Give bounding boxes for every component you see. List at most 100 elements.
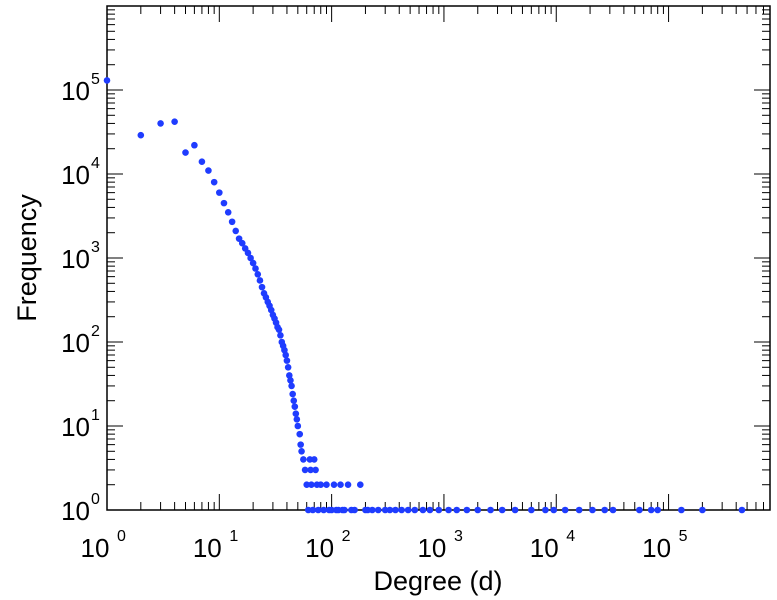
data-point	[258, 283, 266, 291]
y-tick-label: 10	[61, 412, 90, 442]
x-tick-label: 10	[417, 533, 446, 563]
y-tick-label: 10	[61, 244, 90, 274]
data-point	[198, 158, 206, 166]
y-tick-label: 10	[61, 328, 90, 358]
data-point	[238, 239, 246, 247]
data-point	[328, 506, 335, 514]
data-point	[561, 506, 569, 514]
data-point	[297, 441, 304, 448]
y-tick-label: 10	[61, 160, 90, 190]
data-point	[344, 481, 352, 489]
data-point	[463, 506, 471, 514]
data-point	[498, 506, 506, 514]
data-point	[191, 141, 198, 149]
data-point	[275, 326, 283, 334]
data-point	[435, 506, 443, 514]
y-tick-exponent: 2	[91, 323, 100, 340]
plot-frame	[106, 5, 771, 511]
data-point	[288, 382, 295, 390]
data-point	[474, 506, 482, 514]
y-tick-exponent: 0	[91, 491, 100, 508]
data-point	[249, 259, 257, 267]
data-point	[232, 227, 240, 235]
data-point	[290, 397, 298, 405]
data-point	[678, 506, 685, 514]
data-point	[589, 506, 596, 514]
x-tick-exponent: 1	[229, 528, 238, 545]
data-point	[542, 506, 549, 514]
data-point	[330, 481, 338, 489]
data-point	[182, 149, 189, 156]
x-tick-exponent: 0	[117, 528, 126, 545]
data-point	[291, 403, 299, 410]
data-point	[356, 481, 364, 489]
data-point	[314, 506, 322, 514]
data-point	[368, 506, 376, 514]
y-axis-title: Frequency	[12, 194, 42, 322]
data-point	[298, 447, 305, 455]
data-point	[296, 430, 304, 438]
data-point	[309, 506, 317, 514]
y-tick-label: 10	[61, 496, 90, 526]
data-point	[301, 466, 309, 474]
data-point	[224, 208, 232, 216]
data-point	[351, 506, 358, 514]
data-point	[392, 506, 399, 514]
data-point	[738, 506, 746, 514]
data-point	[312, 466, 319, 474]
data-point	[337, 481, 344, 489]
data-point	[300, 456, 307, 463]
data-point	[381, 506, 389, 514]
data-point	[277, 332, 284, 339]
data-point	[636, 506, 643, 514]
data-point	[171, 118, 178, 125]
data-point	[419, 506, 427, 514]
x-tick-label: 10	[530, 533, 559, 563]
data-point	[453, 506, 461, 514]
x-tick-exponent: 2	[342, 528, 351, 545]
data-point	[210, 178, 218, 186]
x-tick-labels: 10 0 10 1 10 2 10 3 10 4 10 5	[81, 528, 688, 563]
data-point	[647, 506, 655, 514]
x-tick-label: 10	[642, 533, 671, 563]
data-point	[287, 376, 294, 384]
data-point	[137, 131, 145, 139]
data-point	[254, 270, 262, 278]
data-point	[320, 506, 328, 514]
data-point	[323, 481, 330, 489]
data-point	[654, 506, 661, 514]
data-point	[308, 481, 315, 489]
data-point	[294, 422, 302, 430]
x-tick-exponent: 5	[679, 528, 688, 545]
data-point	[252, 265, 259, 272]
x-tick-label: 10	[81, 533, 110, 563]
data-point	[550, 506, 558, 514]
data-point	[292, 410, 300, 418]
data-point	[426, 506, 434, 514]
data-point	[216, 189, 223, 196]
data-point	[609, 506, 617, 514]
data-point	[575, 506, 583, 514]
data-point	[220, 199, 228, 207]
y-tick-exponent: 5	[91, 71, 100, 88]
data-point	[487, 506, 494, 514]
x-axis-title: Degree (d)	[373, 566, 502, 596]
data-point	[386, 506, 394, 514]
data-points	[103, 77, 746, 514]
data-point	[282, 351, 289, 359]
data-point	[699, 506, 706, 514]
y-tick-label: 10	[61, 76, 90, 106]
x-tick-label: 10	[305, 533, 334, 563]
data-point	[307, 466, 314, 474]
y-tick-exponent: 1	[91, 407, 100, 424]
data-point	[205, 167, 212, 174]
minor-ticks	[107, 6, 771, 510]
data-point	[157, 120, 164, 127]
data-point	[341, 506, 348, 514]
x-tick-exponent: 4	[566, 528, 575, 545]
data-point	[528, 506, 535, 514]
data-point	[283, 357, 291, 364]
